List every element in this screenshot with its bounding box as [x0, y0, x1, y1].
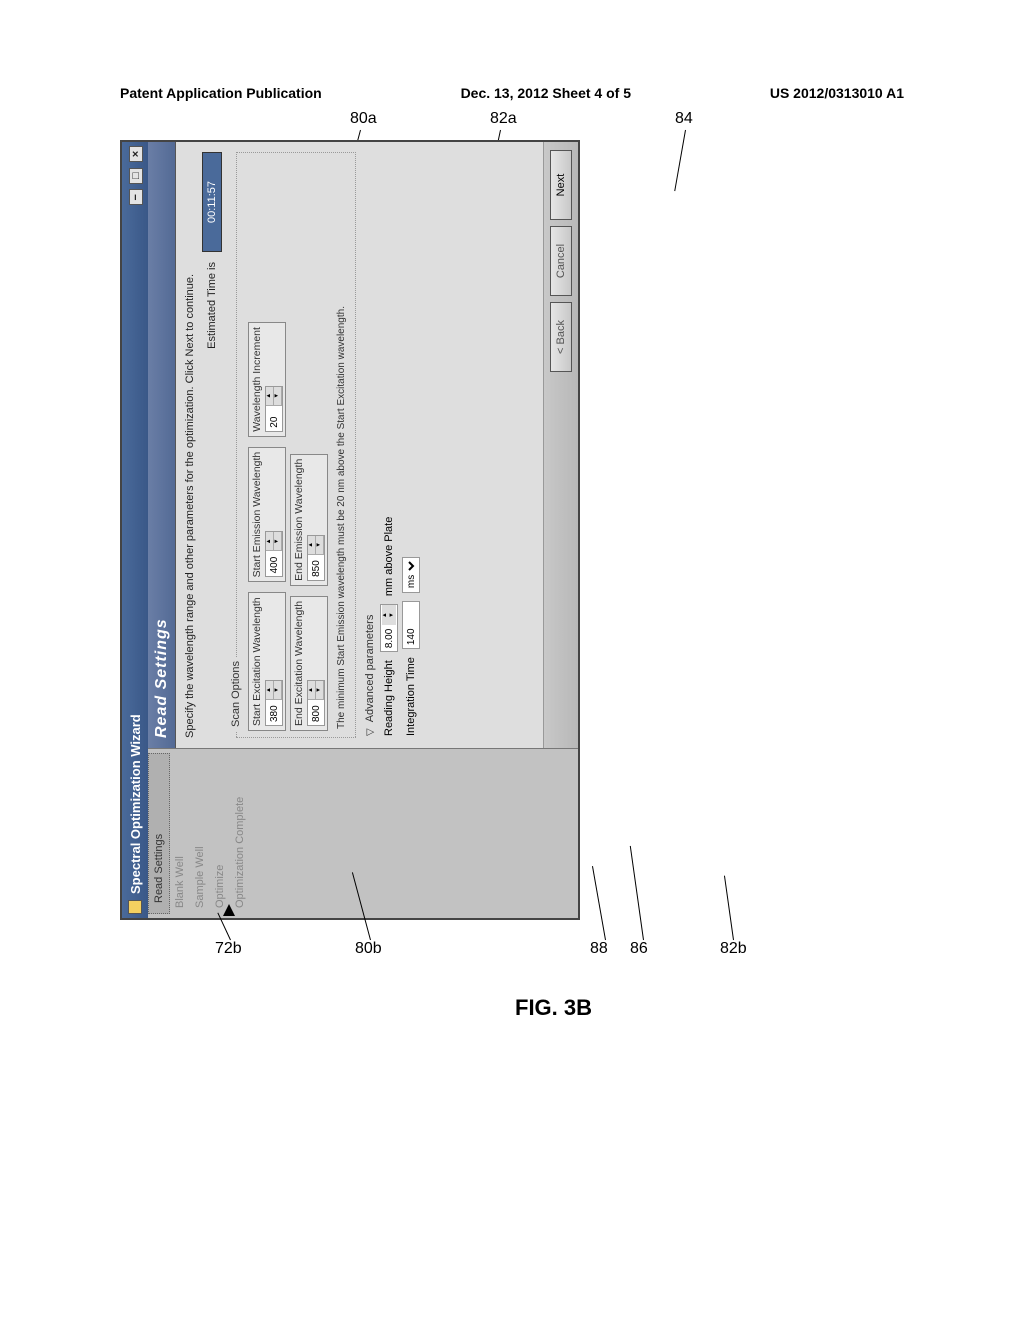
ref-86: 86 — [630, 940, 648, 958]
ref-88: 88 — [590, 940, 608, 958]
cancel-button[interactable]: Cancel — [550, 226, 572, 296]
increment-box: Wavelength Increment 20▲▼ — [248, 322, 286, 437]
end-em-label: End Emission Wavelength — [293, 459, 305, 581]
spin-arrows[interactable]: ▲▼ — [266, 681, 282, 703]
estimate-value: 00:11:57 — [202, 152, 222, 252]
next-button[interactable]: Next — [550, 150, 572, 220]
start-em-input[interactable]: 400▲▼ — [265, 531, 283, 577]
reading-height-row: Reading Height 8.00 ▲▼ mm above Plate — [378, 142, 400, 748]
button-row: < Back Cancel Next — [543, 142, 578, 748]
arrowhead-72b — [223, 904, 235, 916]
main-pane: Read Settings Specify the wavelength ran… — [148, 142, 578, 748]
reading-height-label: Reading Height — [383, 660, 395, 736]
reading-height-input[interactable]: 8.00 ▲▼ — [380, 604, 398, 652]
scan-options-group: Scan Options Start Excitation Wavelength… — [230, 152, 356, 738]
spin-arrows[interactable]: ▲▼ — [308, 681, 324, 703]
wavelength-grid: Start Excitation Wavelength 380▲▼ Start … — [248, 159, 351, 731]
spin-arrows[interactable]: ▲▼ — [266, 387, 282, 409]
body-row: Read Settings Blank Well Sample Well Opt… — [148, 142, 578, 918]
page-header: Patent Application Publication Dec. 13, … — [0, 0, 1024, 101]
start-ex-label: Start Excitation Wavelength — [251, 597, 263, 726]
start-em-box: Start Emission Wavelength 400▲▼ — [248, 447, 286, 583]
lead-84 — [674, 130, 686, 191]
ref-72b: 72b — [215, 940, 242, 958]
integration-time-value: 140 — [406, 602, 417, 648]
rotated-stage: Spectral Optimization Wizard − □ × Read … — [120, 140, 585, 920]
pub-class: Patent Application Publication — [120, 85, 322, 101]
scan-options-legend: Scan Options — [230, 657, 242, 731]
start-em-value: 400 — [269, 554, 280, 576]
step-optimize[interactable]: Optimize — [210, 749, 230, 918]
start-em-label: Start Emission Wavelength — [251, 452, 263, 578]
end-ex-input[interactable]: 800▲▼ — [307, 680, 325, 726]
step-blank-well[interactable]: Blank Well — [170, 749, 190, 918]
ref-82b: 82b — [720, 940, 747, 958]
advanced-label: Advanced parameters — [364, 615, 376, 723]
start-ex-value: 380 — [269, 703, 280, 725]
integration-time-unit[interactable]: ms — [402, 557, 420, 593]
wizard-sidebar: Read Settings Blank Well Sample Well Opt… — [148, 748, 578, 918]
sheet-info: Dec. 13, 2012 Sheet 4 of 5 — [461, 85, 631, 101]
lead-88 — [592, 866, 606, 940]
lead-82b — [724, 876, 734, 941]
figure-label: FIG. 3B — [515, 995, 592, 1021]
end-em-input[interactable]: 850▲▼ — [307, 535, 325, 581]
ref-84: 84 — [675, 110, 693, 128]
figure-area: 80a 82a 84 Spectral Optimization Wizard … — [120, 140, 905, 1040]
emission-note: The minimum Start Emission wavelength mu… — [332, 159, 351, 731]
pub-number: US 2012/0313010 A1 — [770, 85, 904, 101]
wl-row-end: End Excitation Wavelength 800▲▼ End Emis… — [290, 159, 328, 731]
ref-82a: 82a — [490, 110, 517, 128]
end-ex-value: 800 — [311, 703, 322, 725]
step-sample-well[interactable]: Sample Well — [190, 749, 210, 918]
estimate-row: Estimated Time is 00:11:57 — [200, 142, 230, 748]
integration-time-row: Integration Time 140 ms — [400, 142, 422, 748]
integration-time-label: Integration Time — [405, 657, 417, 736]
wl-row-start: Start Excitation Wavelength 380▲▼ Start … — [248, 159, 286, 731]
spin-arrows[interactable]: ▲▼ — [266, 532, 282, 554]
end-ex-label: End Excitation Wavelength — [293, 601, 305, 726]
estimate-label: Estimated Time is — [206, 262, 218, 349]
instruction-text: Specify the wavelength range and other p… — [176, 142, 200, 748]
end-em-value: 850 — [311, 558, 322, 580]
reading-height-unit: mm above Plate — [383, 517, 395, 596]
end-em-box: End Emission Wavelength 850▲▼ — [290, 454, 328, 586]
section-title: Read Settings — [148, 142, 176, 748]
start-ex-input[interactable]: 380▲▼ — [265, 680, 283, 726]
app-icon — [128, 900, 142, 914]
lead-86 — [630, 846, 644, 940]
step-complete[interactable]: Optimization Complete — [230, 749, 250, 918]
step-read-settings[interactable]: Read Settings — [148, 753, 170, 914]
spin-arrows[interactable]: ▲▼ — [308, 536, 324, 558]
end-ex-box: End Excitation Wavelength 800▲▼ — [290, 596, 328, 731]
back-button[interactable]: < Back — [550, 302, 572, 372]
reading-height-value: 8.00 — [384, 628, 395, 651]
increment-input[interactable]: 20▲▼ — [265, 386, 283, 432]
wizard-window: Spectral Optimization Wizard − □ × Read … — [120, 140, 580, 920]
advanced-toggle[interactable]: Advanced parameters — [356, 142, 378, 748]
maximize-button[interactable]: □ — [129, 168, 143, 184]
ref-80a: 80a — [350, 110, 377, 128]
titlebar[interactable]: Spectral Optimization Wizard − □ × — [122, 142, 148, 918]
window-controls: − □ × — [127, 146, 143, 207]
close-button[interactable]: × — [129, 146, 143, 162]
window-title: Spectral Optimization Wizard — [128, 714, 143, 894]
increment-value: 20 — [269, 409, 280, 431]
start-ex-box: Start Excitation Wavelength 380▲▼ — [248, 592, 286, 731]
integration-time-input[interactable]: 140 — [402, 601, 420, 649]
increment-label: Wavelength Increment — [251, 327, 263, 432]
minimize-button[interactable]: − — [129, 189, 143, 205]
spin-arrows[interactable]: ▲▼ — [382, 605, 396, 628]
ref-80b: 80b — [355, 940, 382, 958]
